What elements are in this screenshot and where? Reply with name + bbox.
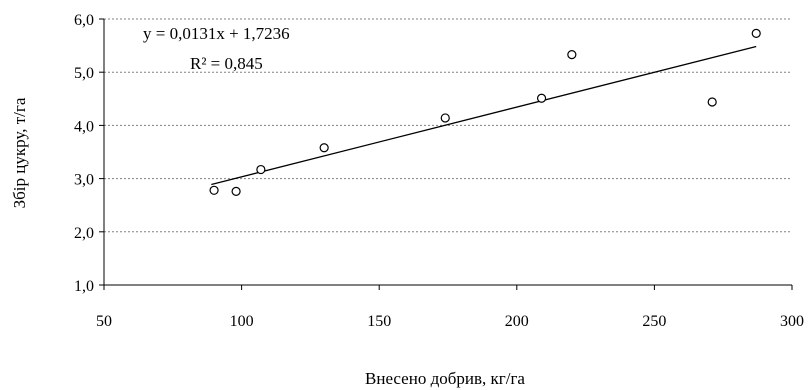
y-tick-label-3: 4,0 — [74, 118, 94, 135]
data-point-8 — [752, 29, 760, 37]
data-point-7 — [708, 98, 716, 106]
x-tick-label-2: 150 — [367, 313, 391, 330]
data-point-3 — [320, 144, 328, 152]
data-point-1 — [232, 187, 240, 195]
y-tick-label-4: 5,0 — [74, 65, 94, 82]
x-tick-label-4: 250 — [642, 313, 666, 330]
x-tick-label-3: 200 — [505, 313, 529, 330]
data-point-0 — [210, 186, 218, 194]
data-point-6 — [568, 51, 576, 59]
x-axis-title: Внесено добрив, кг/га — [365, 369, 525, 388]
data-point-4 — [441, 114, 449, 122]
y-tick-label-2: 3,0 — [74, 172, 94, 189]
r-squared-label: R² = 0,845 — [190, 54, 263, 73]
equation-label: y = 0,0131x + 1,7236 — [143, 24, 290, 43]
y-tick-label-0: 1,0 — [74, 278, 94, 295]
y-tick-label-5: 6,0 — [74, 12, 94, 29]
y-tick-label-1: 2,0 — [74, 225, 94, 242]
data-point-2 — [257, 166, 265, 174]
x-tick-label-5: 300 — [780, 313, 804, 330]
x-tick-label-1: 100 — [230, 313, 254, 330]
y-axis-title: Збір цукру, т/га — [10, 97, 29, 208]
x-tick-label-0: 50 — [96, 313, 112, 330]
data-point-5 — [538, 94, 546, 102]
